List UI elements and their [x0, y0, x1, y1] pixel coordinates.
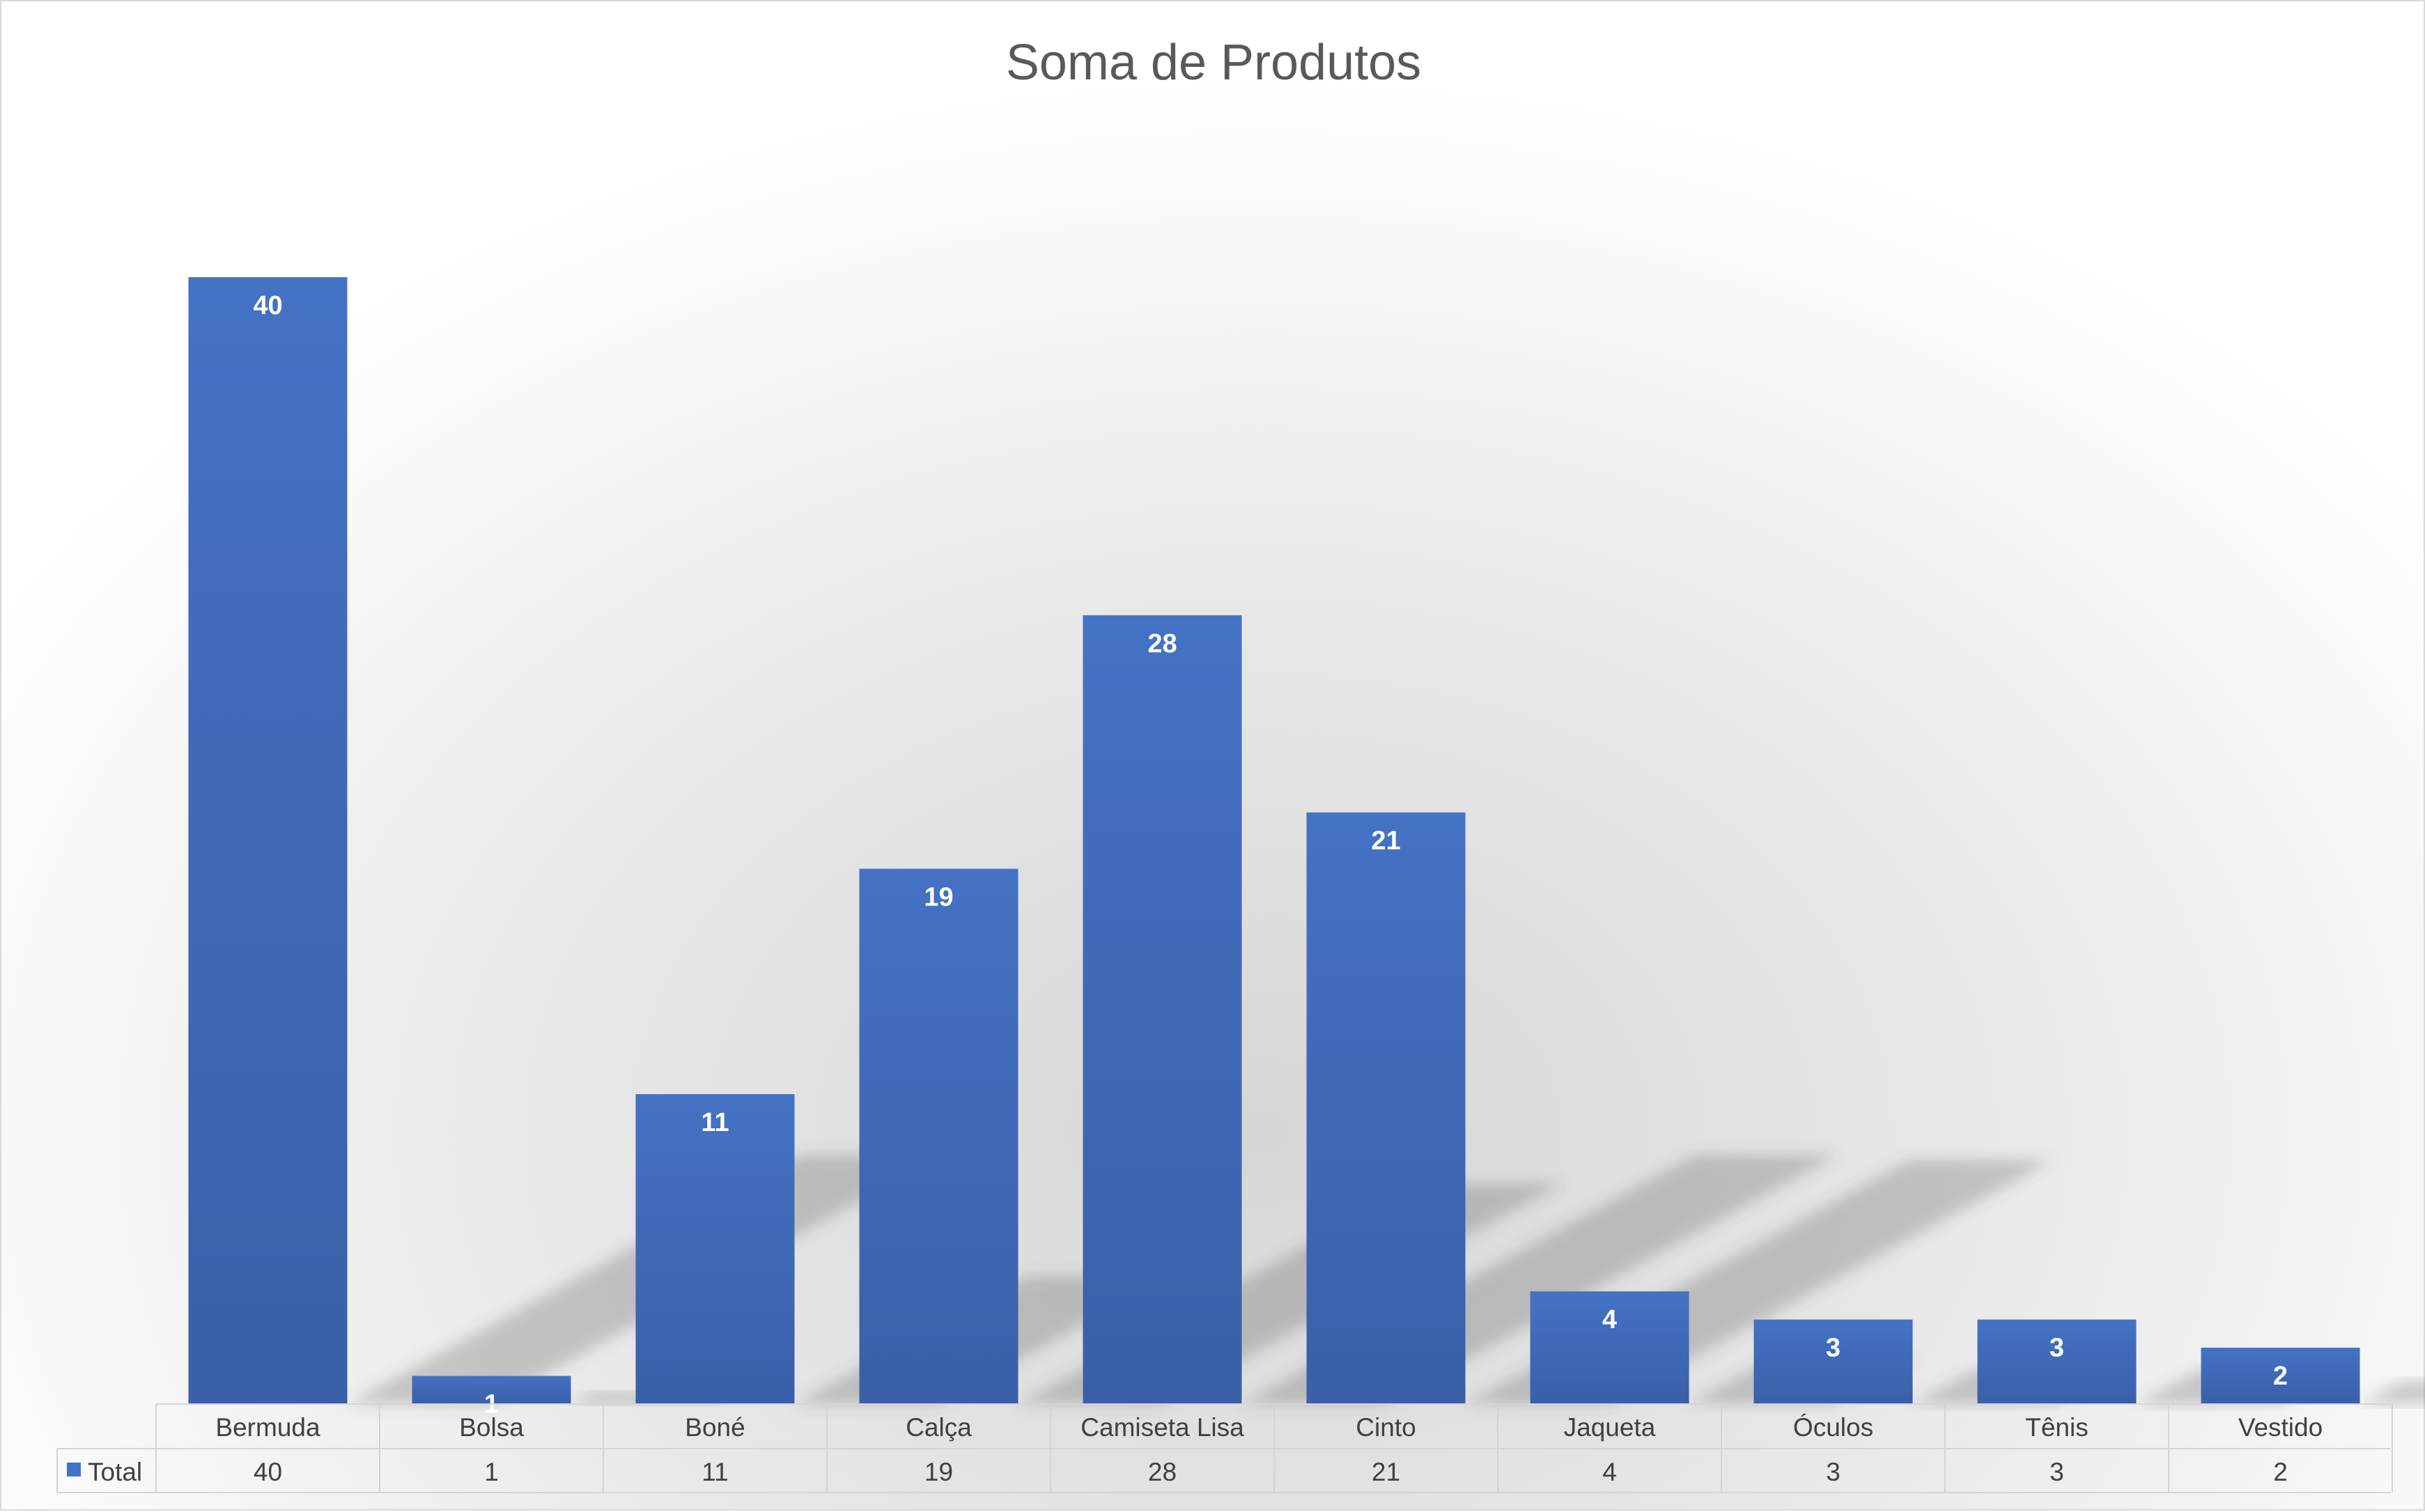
data-label: 11	[701, 1108, 729, 1137]
data-label: 4	[1602, 1305, 1617, 1334]
bar-shadow	[2360, 1381, 2425, 1404]
table-cell-value: 19	[924, 1458, 953, 1486]
bar-bermuda	[189, 277, 348, 1404]
category-label: Tênis	[2025, 1413, 2088, 1442]
table-cell-value: 4	[1602, 1458, 1617, 1486]
category-label: Boné	[685, 1413, 745, 1442]
category-label: Calça	[906, 1413, 972, 1442]
table-cell-value: 3	[2050, 1458, 2064, 1486]
legend-key	[67, 1463, 81, 1476]
data-label: 28	[1147, 629, 1177, 658]
table-cell-value: 28	[1148, 1458, 1177, 1486]
data-label: 3	[2050, 1334, 2064, 1363]
category-label: Cinto	[1356, 1413, 1416, 1442]
bar-bon-	[636, 1094, 795, 1404]
category-label: Camiseta Lisa	[1080, 1413, 1244, 1442]
table-cell-value: 2	[2273, 1458, 2288, 1486]
category-label: Bolsa	[459, 1413, 524, 1442]
legend-series-name: Total	[88, 1458, 142, 1486]
bars	[189, 277, 2360, 1404]
table-cell-value: 3	[1826, 1458, 1841, 1486]
chart-title: Soma de Produtos	[1006, 35, 1421, 91]
data-label: 19	[924, 882, 953, 912]
table-cell-value: 11	[702, 1458, 728, 1486]
data-label: 3	[1826, 1334, 1841, 1363]
category-label: Vestido	[2238, 1413, 2323, 1442]
table-cell-value: 40	[254, 1458, 282, 1486]
data-label: 2	[2273, 1362, 2288, 1391]
bar-cinto	[1307, 813, 1466, 1404]
bar-cal-a	[860, 868, 1018, 1404]
table-cell-value: 21	[1372, 1458, 1400, 1486]
data-label: 40	[253, 291, 282, 320]
data-label: 21	[1371, 827, 1400, 856]
category-label: Óculos	[1793, 1413, 1873, 1442]
category-label: Jaqueta	[1564, 1413, 1656, 1442]
bar-camiseta-lisa	[1083, 615, 1242, 1404]
category-label: Bermuda	[215, 1413, 320, 1442]
table-cell-value: 1	[484, 1458, 499, 1486]
data-table: Bermuda 40 Bolsa 1 Boné 11 Calça 19 Camiseta Lis…	[57, 1404, 2392, 1492]
